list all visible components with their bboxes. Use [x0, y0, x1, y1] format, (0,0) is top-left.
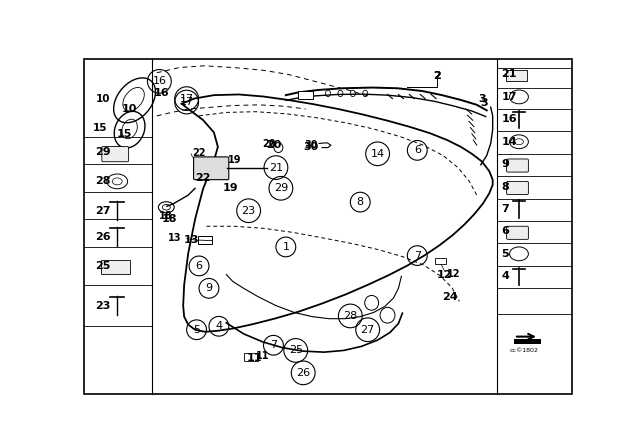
Text: 9: 9: [502, 159, 509, 169]
Text: 28: 28: [343, 311, 358, 321]
Text: 18: 18: [161, 214, 177, 224]
Bar: [298, 91, 313, 99]
Text: 12: 12: [437, 270, 452, 280]
FancyBboxPatch shape: [506, 69, 527, 82]
Text: 24: 24: [442, 292, 458, 302]
Text: 13: 13: [168, 233, 182, 243]
Text: 18: 18: [159, 211, 172, 221]
Text: 16: 16: [154, 88, 170, 99]
FancyBboxPatch shape: [101, 260, 129, 274]
Text: 15: 15: [93, 123, 108, 133]
Text: 17: 17: [502, 92, 517, 102]
Text: 6: 6: [502, 226, 509, 237]
Text: 29: 29: [274, 183, 288, 193]
Text: 21: 21: [502, 69, 517, 79]
Text: 27: 27: [360, 325, 375, 335]
Text: 20: 20: [266, 140, 281, 150]
Text: 3: 3: [481, 98, 488, 108]
Text: 17: 17: [180, 97, 194, 107]
Text: 6: 6: [414, 145, 420, 155]
Text: cc©1802: cc©1802: [509, 348, 538, 353]
Text: 7: 7: [502, 204, 509, 214]
Text: 9: 9: [205, 283, 212, 293]
Text: 7: 7: [270, 340, 277, 350]
Text: 10: 10: [122, 104, 138, 114]
Text: 19: 19: [223, 183, 238, 193]
Text: 22: 22: [193, 148, 206, 158]
Text: 28: 28: [95, 177, 110, 186]
Text: 4: 4: [215, 321, 223, 331]
Text: 12: 12: [447, 269, 461, 279]
Bar: [244, 353, 257, 361]
Text: 21: 21: [269, 163, 283, 172]
Text: 14: 14: [502, 137, 517, 147]
Text: 26: 26: [95, 232, 111, 241]
Text: 8: 8: [356, 197, 364, 207]
Text: 10: 10: [96, 94, 111, 104]
Text: 11: 11: [247, 353, 262, 363]
Text: 30: 30: [303, 142, 318, 152]
Text: 1: 1: [282, 242, 289, 252]
Text: 30: 30: [305, 140, 318, 150]
Text: 16: 16: [152, 76, 166, 86]
Text: 11: 11: [256, 351, 269, 361]
Text: 6: 6: [196, 261, 202, 271]
Text: 4: 4: [502, 271, 509, 281]
Text: 13: 13: [184, 235, 199, 245]
Text: 2: 2: [433, 71, 441, 81]
Text: 22: 22: [195, 173, 211, 183]
FancyBboxPatch shape: [507, 226, 529, 239]
Text: 5: 5: [193, 325, 200, 335]
Text: 5: 5: [502, 249, 509, 259]
Text: 25: 25: [95, 261, 110, 271]
Text: 23: 23: [95, 301, 110, 310]
Text: 8: 8: [502, 181, 509, 192]
Text: 15: 15: [117, 129, 132, 139]
Text: 3: 3: [478, 94, 486, 103]
Bar: [435, 258, 446, 264]
Text: 16: 16: [502, 114, 517, 124]
FancyBboxPatch shape: [193, 157, 229, 180]
Text: 14: 14: [371, 149, 385, 159]
Text: 23: 23: [241, 206, 256, 216]
FancyBboxPatch shape: [507, 159, 529, 172]
Text: 27: 27: [95, 206, 110, 216]
Bar: [514, 340, 541, 344]
FancyBboxPatch shape: [102, 146, 129, 162]
Text: 20: 20: [263, 139, 276, 149]
Bar: [198, 236, 212, 244]
FancyBboxPatch shape: [507, 181, 529, 194]
Text: 7: 7: [413, 250, 421, 261]
Text: 19: 19: [228, 155, 241, 165]
Text: 29: 29: [95, 147, 111, 157]
Text: 26: 26: [296, 368, 310, 378]
Text: 2: 2: [433, 71, 441, 81]
Text: 17: 17: [180, 94, 194, 103]
Text: 25: 25: [289, 345, 303, 355]
